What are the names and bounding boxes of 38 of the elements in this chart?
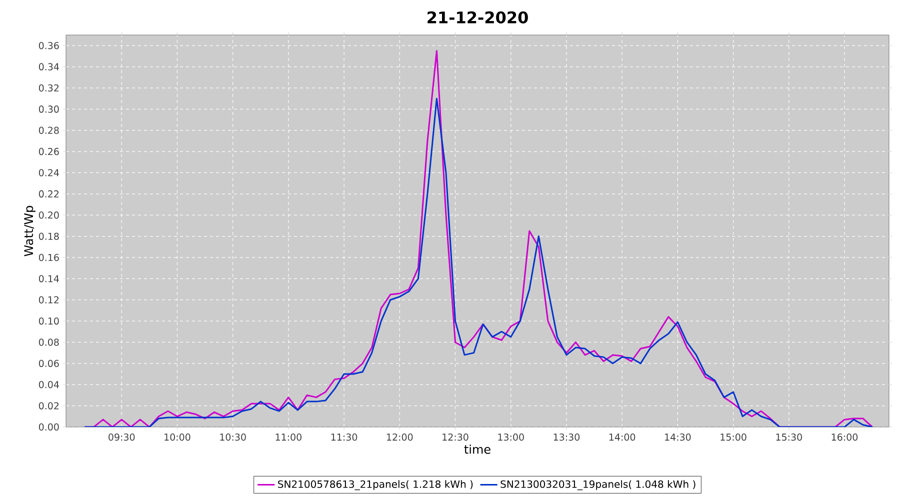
x-axis-title: time — [464, 444, 490, 454]
x-tick-label: 09:30 — [108, 434, 135, 441]
x-tick-label: 12:30 — [442, 434, 468, 441]
y-tick-label: 0.24 — [38, 169, 59, 176]
y-tick-label: 0.30 — [38, 106, 59, 113]
x-tick-label: 10:30 — [220, 434, 246, 441]
x-tick-label: 13:00 — [498, 434, 524, 441]
x-tick-label: 16:00 — [832, 434, 858, 441]
y-tick-label: 0.36 — [38, 42, 59, 50]
x-tick-label: 10:00 — [164, 434, 190, 441]
y-axis-title: Watt/Wp — [24, 206, 36, 256]
x-tick-label: 15:30 — [776, 434, 802, 441]
chart-title: 21-12-2020 — [428, 11, 528, 24]
y-tick-label: 0.18 — [38, 232, 59, 240]
legend-label: SN2130032031_19panels( 1.048 kWh ) — [500, 480, 696, 490]
x-tick-label: 12:00 — [387, 434, 413, 441]
y-tick-label: 0.14 — [38, 275, 59, 282]
y-tick-label: 0.32 — [38, 84, 59, 92]
x-tick-label: 14:00 — [609, 434, 636, 441]
y-tick-label: 0.26 — [38, 148, 59, 156]
y-tick-label: 0.20 — [38, 212, 59, 219]
y-tick-label: 0.12 — [38, 296, 59, 304]
y-tick-label: 0.16 — [38, 254, 59, 262]
y-tick-label: 0.04 — [38, 381, 59, 388]
x-tick-label: 11:00 — [276, 434, 302, 441]
y-tick-label: 0.08 — [38, 338, 59, 346]
x-tick-label: 13:30 — [554, 434, 580, 441]
x-tick-label: 11:30 — [331, 434, 358, 441]
x-tick-label: 14:30 — [665, 434, 691, 441]
y-tick-label: 0.34 — [38, 63, 59, 70]
y-tick-label: 0.22 — [38, 190, 59, 198]
y-tick-label: 0.00 — [38, 423, 59, 431]
y-tick-label: 0.02 — [38, 402, 59, 410]
y-tick-label: 0.28 — [38, 126, 59, 134]
legend-label: SN2100578613_21panels( 1.218 kWh ) — [278, 480, 473, 490]
y-tick-label: 0.06 — [38, 360, 59, 368]
y-tick-label: 0.10 — [38, 317, 59, 325]
x-tick-label: 15:00 — [720, 434, 746, 441]
